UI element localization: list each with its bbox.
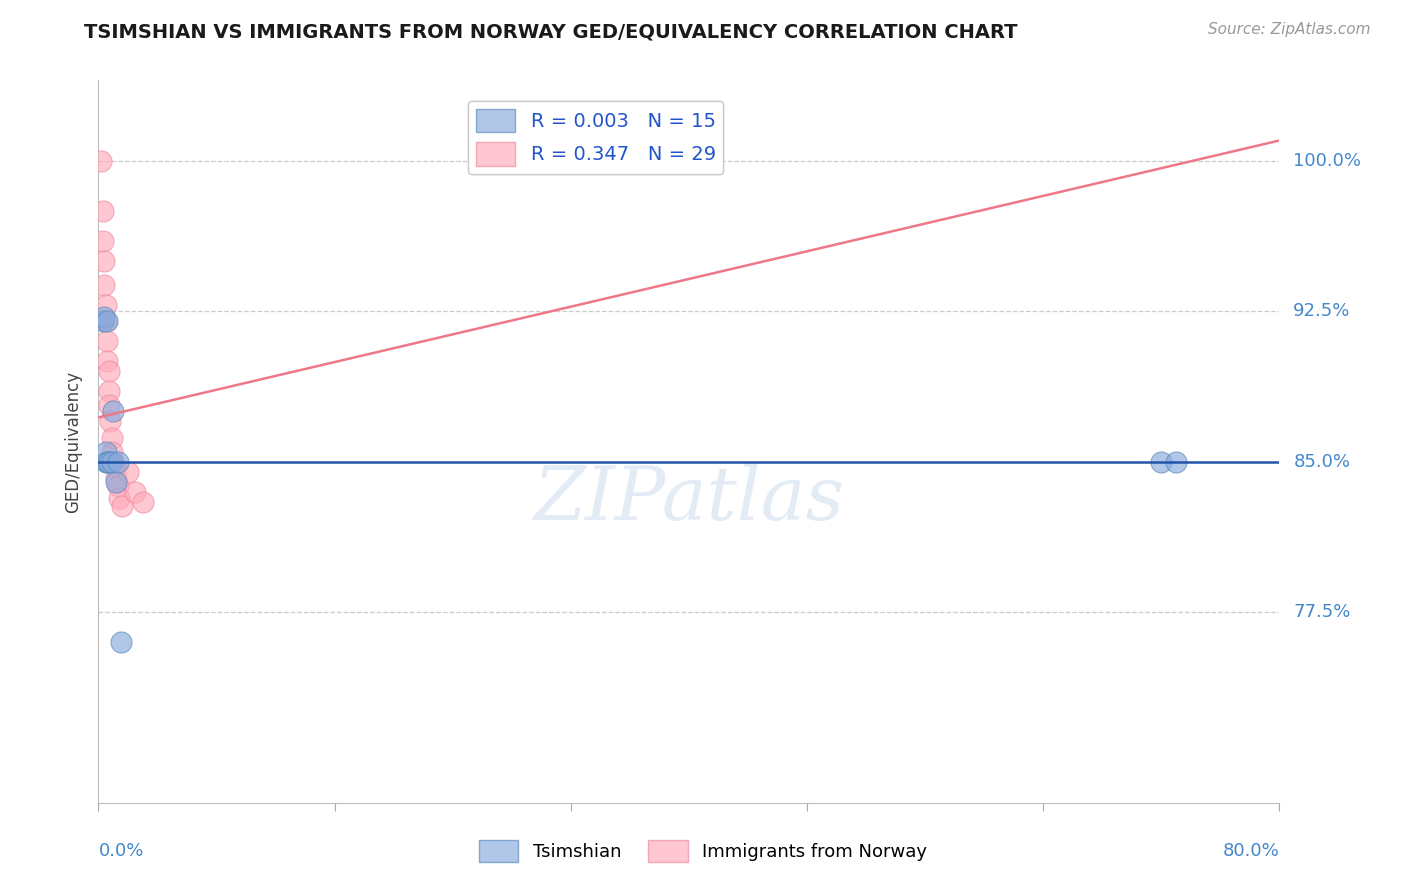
Legend: Tsimshian, Immigrants from Norway: Tsimshian, Immigrants from Norway: [471, 833, 935, 870]
Text: TSIMSHIAN VS IMMIGRANTS FROM NORWAY GED/EQUIVALENCY CORRELATION CHART: TSIMSHIAN VS IMMIGRANTS FROM NORWAY GED/…: [84, 22, 1018, 41]
Point: [1150, 455, 1173, 469]
Point: [94, 314, 117, 328]
Point: [96, 314, 118, 328]
Point: [132, 494, 155, 508]
Point: [103, 404, 125, 418]
Point: [96, 354, 118, 368]
Point: [90, 153, 112, 168]
Point: [100, 431, 122, 445]
Point: [107, 478, 129, 492]
Point: [100, 455, 122, 469]
Point: [97, 398, 120, 412]
Point: [124, 484, 146, 499]
Point: [93, 310, 115, 324]
Point: [96, 455, 118, 469]
Text: 77.5%: 77.5%: [1294, 603, 1351, 621]
Point: [97, 455, 120, 469]
Point: [1166, 455, 1188, 469]
Text: 0.0%: 0.0%: [98, 842, 143, 860]
Text: 85.0%: 85.0%: [1294, 452, 1350, 471]
Point: [575, 153, 598, 168]
Y-axis label: GED/Equivalency: GED/Equivalency: [65, 370, 83, 513]
Legend: R = 0.003   N = 15, R = 0.347   N = 29: R = 0.003 N = 15, R = 0.347 N = 29: [468, 101, 724, 174]
Point: [100, 444, 122, 458]
Point: [107, 455, 129, 469]
Point: [98, 414, 121, 429]
Point: [91, 314, 114, 328]
Point: [93, 254, 115, 268]
Text: 100.0%: 100.0%: [1294, 152, 1361, 169]
Point: [97, 364, 120, 378]
Point: [103, 455, 125, 469]
Point: [94, 455, 117, 469]
Text: Source: ZipAtlas.com: Source: ZipAtlas.com: [1208, 22, 1371, 37]
Text: 80.0%: 80.0%: [1223, 842, 1279, 860]
Point: [94, 444, 117, 458]
Point: [110, 635, 132, 649]
Point: [91, 234, 114, 248]
Point: [94, 298, 117, 312]
Point: [117, 465, 139, 479]
Point: [96, 334, 118, 348]
Point: [93, 278, 115, 293]
Point: [108, 491, 131, 505]
Text: 92.5%: 92.5%: [1294, 302, 1351, 320]
Point: [105, 475, 128, 489]
Point: [104, 458, 127, 473]
Point: [111, 499, 134, 513]
Point: [91, 203, 114, 218]
Point: [97, 384, 120, 399]
Text: ZIPatlas: ZIPatlas: [533, 463, 845, 535]
Point: [105, 470, 128, 484]
